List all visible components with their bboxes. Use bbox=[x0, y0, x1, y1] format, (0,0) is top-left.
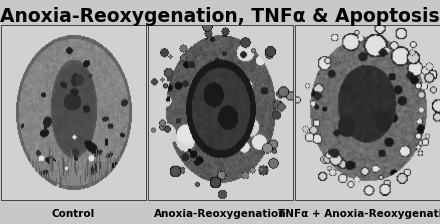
Text: Anoxia-Reoxygenation: Anoxia-Reoxygenation bbox=[154, 209, 287, 219]
Text: Control: Control bbox=[52, 209, 95, 219]
Text: Anoxia-Reoxygenation, TNFα & Apoptosis: Anoxia-Reoxygenation, TNFα & Apoptosis bbox=[0, 7, 440, 26]
Text: TNFα + Anoxia-Reoxygenation: TNFα + Anoxia-Reoxygenation bbox=[278, 209, 440, 219]
